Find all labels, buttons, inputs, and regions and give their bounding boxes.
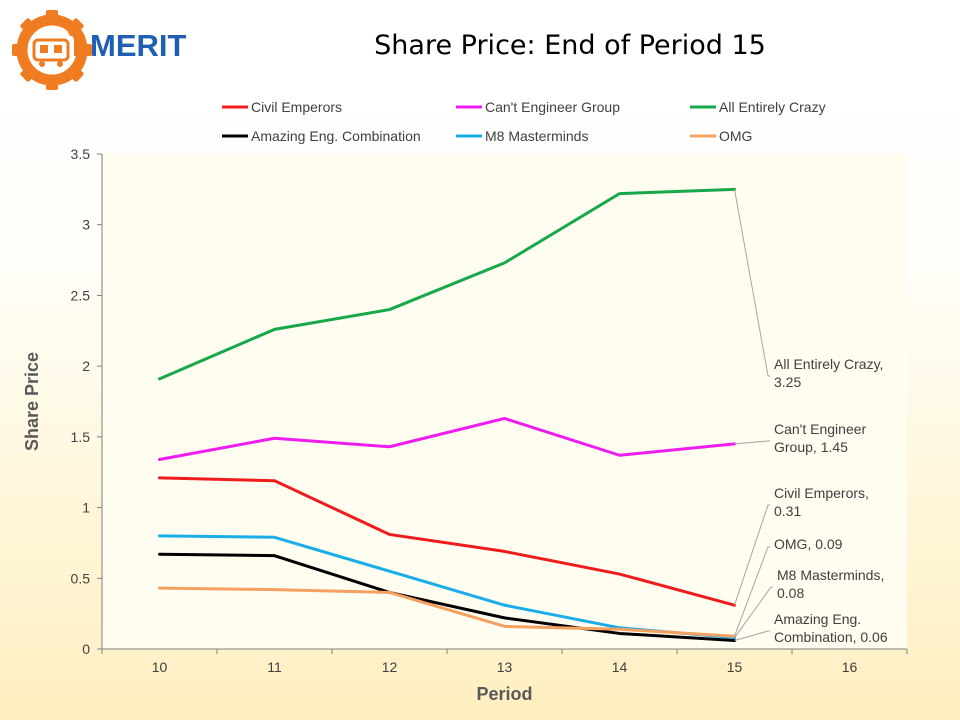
callout-leader-line (734, 440, 770, 445)
legend-label: OMG (719, 128, 752, 144)
merit-logo (12, 10, 92, 90)
y-tick-label: 1 (82, 500, 90, 516)
data-callout-label: All Entirely Crazy, (774, 356, 883, 372)
y-tick-label: 2 (82, 358, 90, 374)
y-axis-title: Share Price (22, 352, 42, 451)
series-line (158, 586, 736, 638)
logo-text: MERIT (90, 28, 187, 63)
data-callout-label: 0.31 (774, 503, 801, 519)
series-line (158, 416, 736, 461)
callout-leader-line (734, 189, 770, 377)
x-tick-label: 10 (152, 659, 168, 675)
plot-area (102, 154, 907, 649)
y-tick-label: 0 (82, 641, 90, 657)
y-tick-label: 2.5 (71, 287, 91, 303)
data-callout-label: Civil Emperors, (774, 485, 869, 501)
x-tick-label: 13 (497, 659, 513, 675)
x-tick-label: 11 (267, 659, 282, 675)
gear-icon (12, 10, 92, 90)
data-callout-label: Group, 1.45 (774, 439, 848, 455)
callout-leader-line (734, 546, 770, 637)
data-callout-label: 3.25 (774, 374, 801, 390)
legend-label: All Entirely Crazy (719, 99, 826, 115)
callout-leader-line (734, 504, 770, 606)
series-line (158, 552, 736, 643)
legend-label: Civil Emperors (251, 99, 342, 115)
slide-title: Share Price: End of Period 15 (374, 30, 766, 61)
y-tick-label: 3 (82, 217, 90, 233)
engineering-icons (32, 28, 77, 67)
x-tick-label: 14 (612, 659, 628, 675)
callout-leader-line (734, 586, 773, 638)
x-tick-label: 15 (727, 659, 743, 675)
data-callout-label: Can't Engineer (774, 421, 867, 437)
data-callout-label: Amazing Eng. (774, 611, 861, 627)
legend-label: Can't Engineer Group (485, 99, 620, 115)
data-callout-label: M8 Masterminds, (777, 567, 884, 583)
legend-label: Amazing Eng. Combination (251, 128, 421, 144)
y-tick-label: 0.5 (71, 570, 91, 586)
data-callout-label: 0.08 (777, 585, 804, 601)
x-tick-label: 12 (382, 659, 398, 675)
legend-label: M8 Masterminds (485, 128, 588, 144)
y-tick-label: 3.5 (71, 146, 91, 162)
series-line (158, 476, 736, 607)
callout-leader-line (734, 630, 770, 641)
y-tick-label: 1.5 (71, 429, 91, 445)
data-callout-label: OMG, 0.09 (774, 536, 843, 552)
data-callout-label: Combination, 0.06 (774, 629, 888, 645)
x-axis-title: Period (476, 684, 532, 704)
series-line (158, 187, 736, 381)
x-tick-label: 16 (842, 659, 858, 675)
